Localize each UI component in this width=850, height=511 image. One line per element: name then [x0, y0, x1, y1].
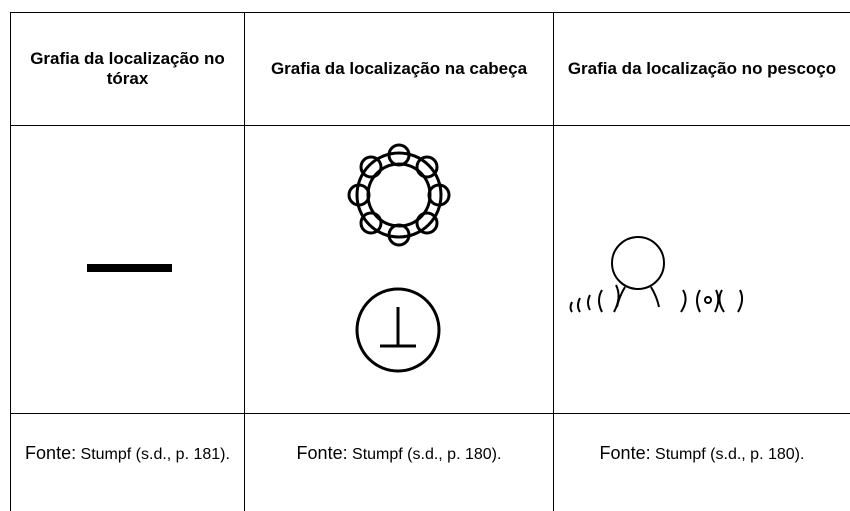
- border: [244, 12, 245, 511]
- footer-cell: Fonte: Stumpf (s.d., p. 180).: [245, 414, 553, 511]
- header-cell: Grafia da localização no pescoço: [567, 59, 837, 78]
- border: [10, 12, 11, 511]
- footer-source: Stumpf (s.d., p. 181).: [80, 446, 230, 463]
- header-cell: Grafia da localização no tórax: [30, 49, 225, 88]
- header-cell: Grafia da localização na cabeça: [270, 59, 528, 78]
- head-symbol: [347, 143, 451, 247]
- footer-cell: Fonte: Stumpf (s.d., p. 180).: [554, 414, 850, 511]
- head-symbol-2: [355, 287, 441, 373]
- thorax-symbol: [87, 264, 172, 272]
- footer-text: Fonte: Stumpf (s.d., p. 180).: [600, 438, 805, 470]
- footer-label: Fonte:: [296, 443, 348, 463]
- footer-label: Fonte:: [25, 443, 77, 463]
- footer-source: Stumpf (s.d., p. 180).: [352, 446, 502, 463]
- footer-text: Fonte: Stumpf (s.d., p. 180).: [297, 438, 502, 470]
- border: [10, 125, 850, 126]
- border: [10, 413, 850, 414]
- footer-cell: Fonte: Stumpf (s.d., p. 181).: [11, 414, 244, 511]
- neck-symbol: [569, 236, 744, 313]
- footer-text: Fonte: Stumpf (s.d., p. 181).: [25, 438, 230, 470]
- border: [553, 12, 554, 511]
- border: [10, 12, 850, 13]
- footer-label: Fonte:: [599, 443, 651, 463]
- footer-source: Stumpf (s.d., p. 180).: [655, 446, 805, 463]
